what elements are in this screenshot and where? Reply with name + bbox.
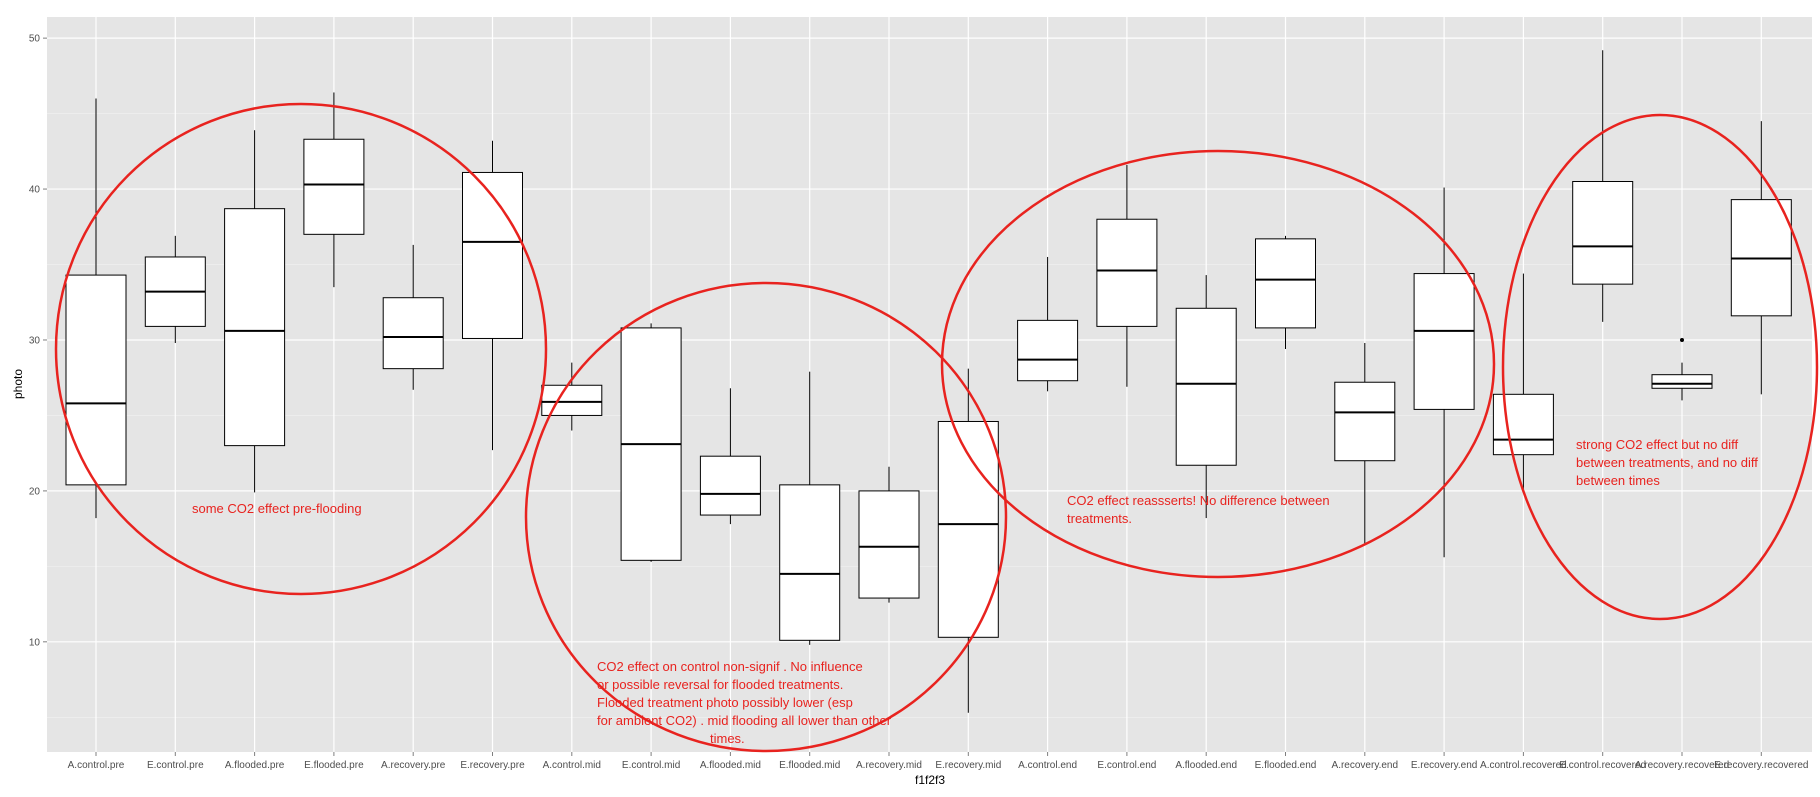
box-iqr	[1572, 181, 1634, 285]
x-tick-label: A.control.end	[1018, 760, 1077, 771]
annotation-layer	[54, 102, 1819, 753]
x-tick-label: E.recovery.recovered	[1714, 760, 1808, 771]
x-tick-label: A.recovery.mid	[856, 760, 922, 771]
box-iqr	[1413, 273, 1475, 410]
box-iqr	[224, 208, 286, 447]
annotation-pre: some CO2 effect pre-flooding	[192, 501, 362, 516]
box-iqr	[65, 274, 127, 486]
x-tick-label: E.flooded.pre	[304, 760, 364, 771]
x-axis-title: f1f2f3	[915, 773, 945, 787]
box-iqr	[1255, 238, 1316, 329]
x-tick-label: A.control.pre	[68, 760, 125, 771]
box-iqr	[1334, 381, 1396, 462]
box-iqr	[1175, 307, 1237, 466]
x-tick-label: E.recovery.end	[1411, 760, 1478, 771]
annotation-recovered-line3: between times	[1576, 473, 1660, 488]
y-tick-label: 20	[29, 486, 41, 497]
y-tick-label: 50	[29, 34, 41, 45]
x-tick-label: A.control.mid	[543, 760, 601, 771]
box-iqr	[937, 420, 999, 638]
x-tick-label: A.flooded.end	[1175, 760, 1237, 771]
annotation-recovered-line1: strong CO2 effect but no diff	[1576, 437, 1739, 452]
annotation-recovered-line2: between treatments, and no diff	[1576, 455, 1758, 470]
box-iqr	[779, 484, 841, 641]
y-tick-label: 40	[29, 185, 41, 196]
x-tick-label: E.recovery.pre	[460, 760, 525, 771]
box-iqr	[858, 490, 920, 599]
x-tick-label: E.control.mid	[622, 760, 680, 771]
x-tick-label: E.control.recovered	[1559, 760, 1646, 771]
annotation-texts: some CO2 effect pre-flooding CO2 effect …	[192, 437, 1758, 746]
x-tick-label: E.flooded.mid	[779, 760, 840, 771]
x-tick-label: E.control.end	[1097, 760, 1156, 771]
x-tick-label: A.control.recovered	[1480, 760, 1567, 771]
box-iqr	[1096, 218, 1158, 327]
y-axis-title: photo	[11, 369, 25, 399]
box-iqr	[699, 455, 761, 516]
x-axis-ticks: A.control.pre E.control.pre A.flooded.pre E…	[68, 752, 1808, 771]
annotation-mid-line4: for ambient CO2) . mid flooding all lowe…	[597, 713, 892, 728]
annotation-ellipse-mid	[524, 281, 1008, 753]
annotation-mid-line3: Flooded treatment photo possibly lower (…	[597, 695, 853, 710]
annotation-end-line1: CO2 effect reassserts! No difference bet…	[1067, 493, 1330, 508]
x-tick-label: A.recovery.end	[1332, 760, 1399, 771]
box-iqr	[303, 138, 365, 235]
x-tick-label: E.control.pre	[147, 760, 204, 771]
annotation-mid-line2: or possible reversal for flooded treatme…	[597, 677, 843, 692]
x-tick-label: E.recovery.mid	[935, 760, 1001, 771]
box-outlier	[1680, 337, 1684, 342]
y-tick-label: 30	[29, 335, 41, 346]
y-tick-label: 10	[29, 637, 41, 648]
x-tick-label: A.flooded.pre	[225, 760, 285, 771]
annotation-ellipse-recovered	[1501, 113, 1819, 621]
y-axis-ticks: 10 20 30 40 50	[29, 34, 47, 648]
box-series	[65, 50, 1792, 713]
annotation-mid-line1: CO2 effect on control non-signif . No in…	[597, 659, 863, 674]
box-iqr	[462, 171, 523, 339]
box-iqr	[382, 297, 444, 370]
x-tick-label: A.recovery.pre	[381, 760, 446, 771]
x-tick-label: E.flooded.end	[1255, 760, 1317, 771]
box-iqr	[1492, 393, 1554, 456]
x-tick-label: A.recovery.recovered	[1635, 760, 1729, 771]
annotation-end-line2: treatments.	[1067, 511, 1132, 526]
annotation-ellipse-end	[940, 149, 1496, 579]
annotation-ellipse-pre	[54, 102, 548, 596]
box-iqr	[1651, 374, 1713, 389]
box-iqr	[1017, 319, 1079, 382]
x-tick-label: A.flooded.mid	[700, 760, 761, 771]
annotation-mid-line5: times.	[710, 731, 745, 746]
